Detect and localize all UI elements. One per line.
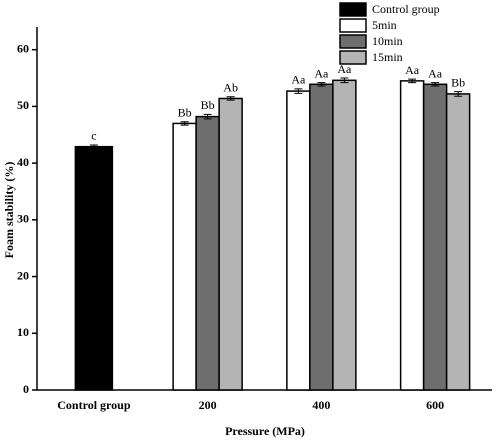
legend-label: 5min — [372, 18, 397, 32]
error-bar — [408, 78, 417, 84]
y-axis-label: Foam stability (%) — [2, 162, 16, 259]
bar — [195, 115, 220, 391]
bar — [218, 97, 243, 391]
bar — [286, 90, 311, 391]
error-bar — [203, 113, 212, 120]
y-tick-label: 20 — [17, 268, 29, 282]
error-bar — [340, 77, 349, 84]
legend-label: Control group — [372, 2, 440, 16]
error-bar — [180, 121, 189, 126]
legend-label: 15min — [372, 50, 403, 64]
data-label: c — [91, 129, 96, 143]
data-label: Aa — [291, 73, 306, 87]
x-tick-label: 200 — [199, 398, 217, 412]
data-label: Aa — [314, 66, 329, 80]
error-bar — [294, 88, 303, 94]
legend-swatch — [339, 50, 367, 65]
error-bar — [226, 96, 235, 101]
legend-swatch — [339, 34, 367, 49]
x-tick-label: 600 — [426, 398, 444, 412]
y-tick-label: 10 — [17, 325, 29, 339]
bar — [422, 83, 448, 391]
x-tick-label: 400 — [312, 398, 330, 412]
bar — [309, 83, 334, 391]
y-tick-label: 40 — [17, 155, 29, 169]
data-label: Aa — [428, 66, 443, 80]
bar — [74, 145, 114, 391]
error-bar — [89, 144, 98, 149]
x-axis-label: Pressure (MPa) — [225, 424, 305, 438]
y-tick-label: 50 — [17, 98, 29, 112]
bar — [172, 122, 197, 391]
data-label: Aa — [405, 63, 420, 77]
data-label: Bb — [178, 105, 192, 119]
legend-swatch — [339, 18, 367, 33]
data-label: Bb — [451, 75, 465, 89]
bar — [445, 93, 471, 391]
data-label: Ab — [223, 81, 238, 95]
error-bar — [431, 82, 440, 87]
y-tick-label: 30 — [17, 212, 29, 226]
data-label: Bb — [201, 98, 215, 112]
error-bar — [454, 91, 463, 97]
error-bar — [317, 82, 326, 87]
y-tick-label: 0 — [23, 382, 29, 396]
y-tick-label: 60 — [17, 41, 29, 55]
x-tick-label: Control group — [57, 398, 131, 412]
bar — [332, 79, 357, 391]
legend-swatch — [339, 2, 367, 17]
data-label: Aa — [337, 62, 352, 76]
legend-label: 10min — [372, 34, 403, 48]
bar — [399, 80, 425, 391]
